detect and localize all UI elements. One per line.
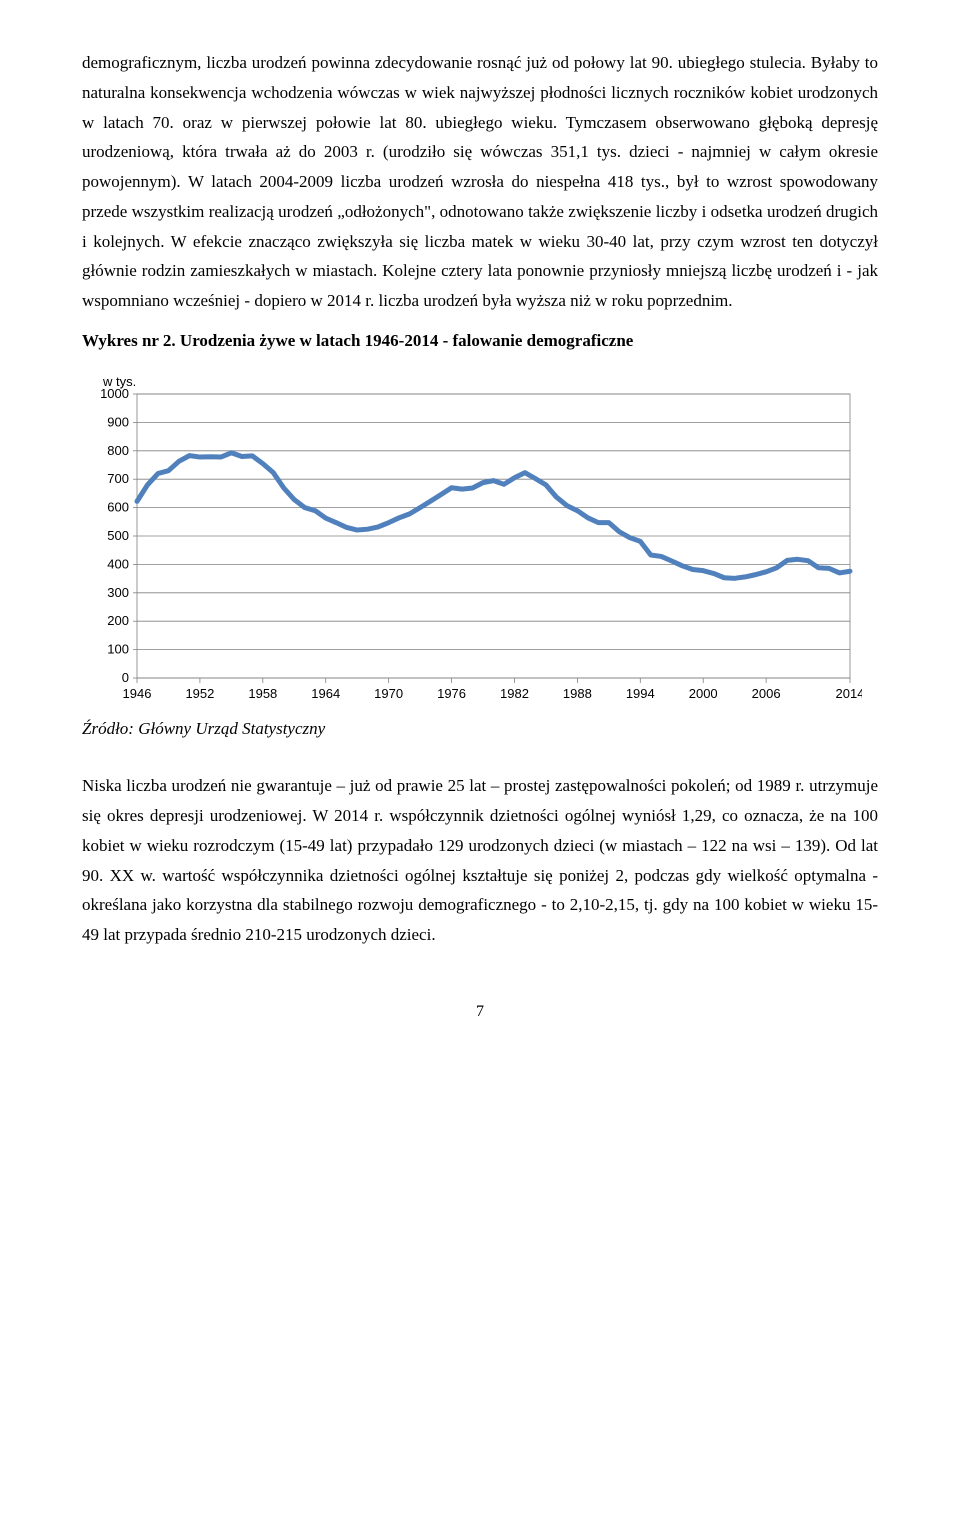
chart-container: 0100200300400500600700800900100019461952…	[82, 368, 878, 708]
svg-text:1946: 1946	[123, 686, 152, 701]
svg-text:w tys.: w tys.	[102, 374, 136, 389]
svg-text:1964: 1964	[311, 686, 340, 701]
chart-source: Źródło: Główny Urząd Statystyczny	[82, 714, 878, 744]
line-chart: 0100200300400500600700800900100019461952…	[82, 368, 862, 708]
svg-text:1988: 1988	[563, 686, 592, 701]
chart-title: Wykres nr 2. Urodzenia żywe w latach 194…	[82, 326, 878, 356]
svg-text:2006: 2006	[752, 686, 781, 701]
svg-text:0: 0	[122, 670, 129, 685]
svg-text:1970: 1970	[374, 686, 403, 701]
paragraph-2: Niska liczba urodzeń nie gwarantuje – ju…	[82, 771, 878, 950]
svg-text:600: 600	[107, 499, 129, 514]
svg-text:700: 700	[107, 471, 129, 486]
svg-text:300: 300	[107, 584, 129, 599]
svg-text:1958: 1958	[248, 686, 277, 701]
svg-text:200: 200	[107, 613, 129, 628]
svg-text:500: 500	[107, 528, 129, 543]
svg-text:2000: 2000	[689, 686, 718, 701]
svg-text:900: 900	[107, 414, 129, 429]
svg-text:100: 100	[107, 641, 129, 656]
svg-text:1976: 1976	[437, 686, 466, 701]
svg-text:400: 400	[107, 556, 129, 571]
svg-text:800: 800	[107, 442, 129, 457]
paragraph-1: demograficznym, liczba urodzeń powinna z…	[82, 48, 878, 316]
svg-text:2014: 2014	[836, 686, 862, 701]
svg-text:1952: 1952	[185, 686, 214, 701]
svg-text:1982: 1982	[500, 686, 529, 701]
svg-text:1994: 1994	[626, 686, 655, 701]
page-number: 7	[82, 998, 878, 1026]
